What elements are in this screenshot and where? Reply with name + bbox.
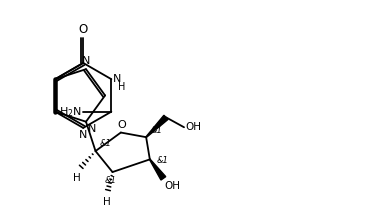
Polygon shape xyxy=(146,115,168,137)
Text: &1: &1 xyxy=(99,139,111,148)
Text: &1: &1 xyxy=(156,156,168,165)
Text: N: N xyxy=(79,130,87,140)
Text: N: N xyxy=(82,56,91,66)
Text: H: H xyxy=(118,82,125,92)
Text: OH: OH xyxy=(165,182,181,192)
Text: H: H xyxy=(103,197,111,207)
Text: N: N xyxy=(88,124,96,134)
Text: N: N xyxy=(113,74,121,84)
Text: O: O xyxy=(117,120,126,130)
Text: &1: &1 xyxy=(105,176,117,185)
Text: &1: &1 xyxy=(151,126,162,135)
Text: OH: OH xyxy=(186,122,202,132)
Text: H: H xyxy=(73,173,80,183)
Text: H$_2$N: H$_2$N xyxy=(59,105,82,119)
Polygon shape xyxy=(149,159,166,180)
Text: O: O xyxy=(79,23,88,36)
